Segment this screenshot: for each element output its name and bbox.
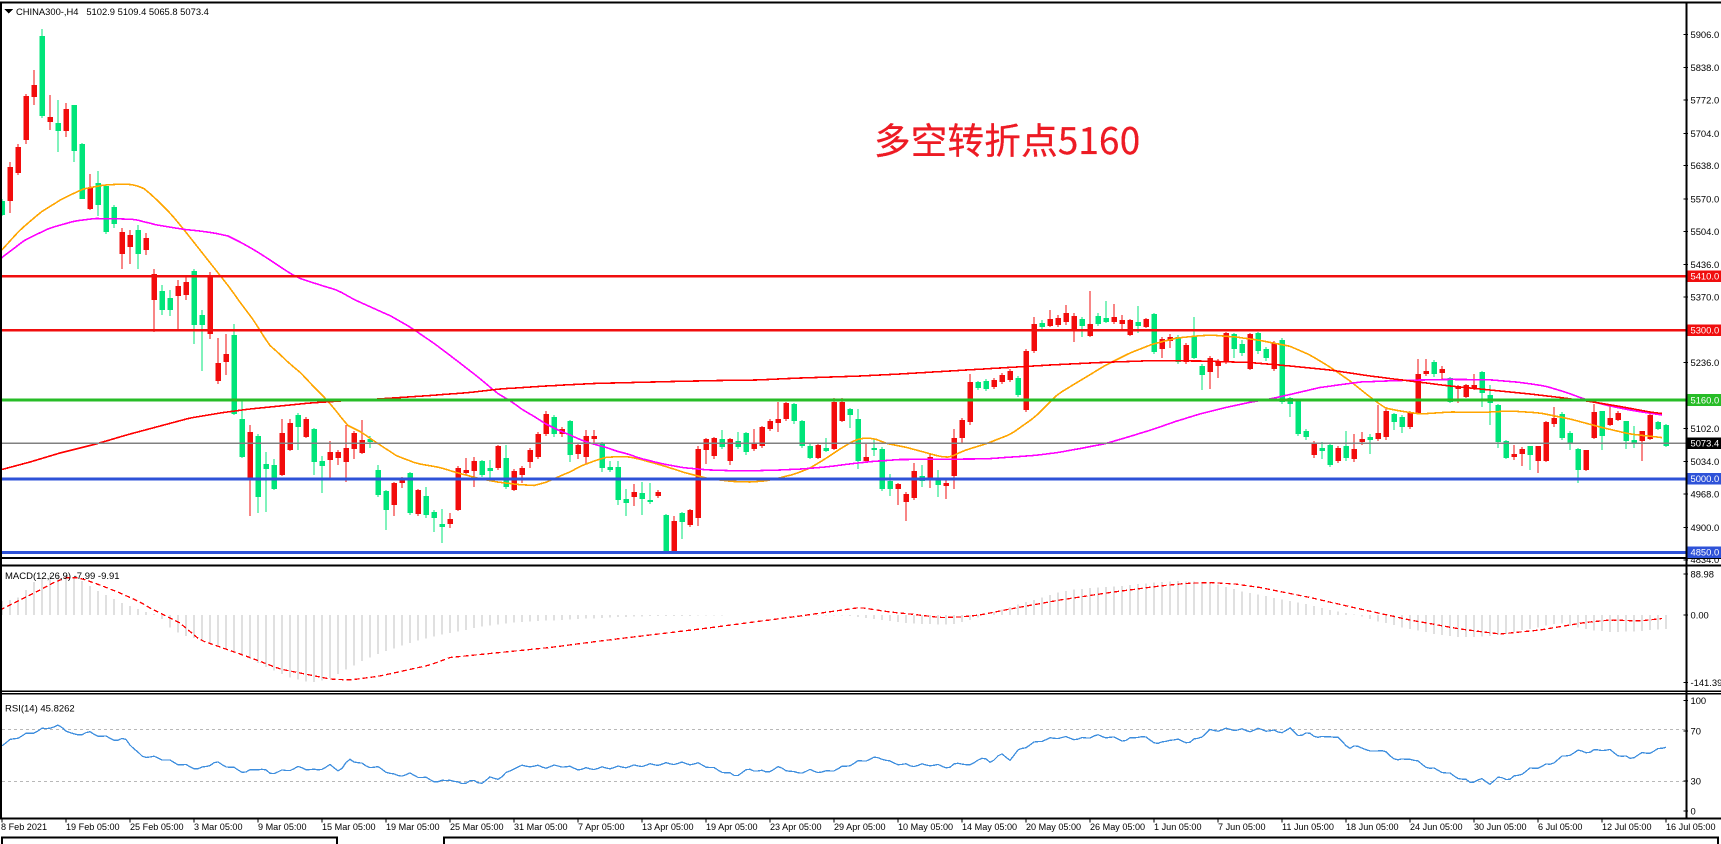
svg-text:7 Jun 05:00: 7 Jun 05:00 [1218, 822, 1266, 832]
svg-text:4850.0: 4850.0 [1691, 547, 1720, 558]
svg-text:16 Jul 05:00: 16 Jul 05:00 [1666, 822, 1716, 832]
svg-text:5638.0: 5638.0 [1691, 160, 1720, 171]
svg-text:30: 30 [1691, 775, 1701, 786]
svg-text:31 Mar 05:00: 31 Mar 05:00 [514, 822, 568, 832]
svg-text:7 Apr 05:00: 7 Apr 05:00 [578, 822, 625, 832]
svg-text:5436.0: 5436.0 [1691, 259, 1720, 270]
svg-text:25 Mar 05:00: 25 Mar 05:00 [450, 822, 504, 832]
svg-text:-141.39: -141.39 [1691, 677, 1721, 688]
svg-text:20 May 05:00: 20 May 05:00 [1026, 822, 1081, 832]
svg-text:25 Feb 05:00: 25 Feb 05:00 [130, 822, 184, 832]
svg-text:70: 70 [1691, 725, 1701, 736]
svg-text:5236.0: 5236.0 [1691, 357, 1720, 368]
svg-text:5300.0: 5300.0 [1691, 325, 1720, 336]
svg-text:0.00: 0.00 [1691, 610, 1709, 621]
svg-text:26 May 05:00: 26 May 05:00 [1090, 822, 1145, 832]
svg-text:CHINA300-,H4 5102.9 5109.4 5: CHINA300-,H4 5102.9 5109.4 5065.8 5073.4 [16, 6, 209, 17]
svg-text:5704.0: 5704.0 [1691, 128, 1720, 139]
svg-text:3 Mar 05:00: 3 Mar 05:00 [194, 822, 243, 832]
svg-text:23 Apr 05:00: 23 Apr 05:00 [770, 822, 822, 832]
svg-text:14 May 05:00: 14 May 05:00 [962, 822, 1017, 832]
svg-text:5906.0: 5906.0 [1691, 29, 1720, 40]
svg-text:88.98: 88.98 [1691, 568, 1714, 579]
svg-text:5838.0: 5838.0 [1691, 62, 1720, 73]
svg-text:5772.0: 5772.0 [1691, 94, 1720, 105]
svg-text:10 May 05:00: 10 May 05:00 [898, 822, 953, 832]
svg-text:5034.0: 5034.0 [1691, 456, 1720, 467]
svg-text:12 Jul 05:00: 12 Jul 05:00 [1602, 822, 1652, 832]
svg-text:5570.0: 5570.0 [1691, 193, 1720, 204]
svg-text:5410.0: 5410.0 [1691, 271, 1720, 282]
svg-text:5370.0: 5370.0 [1691, 291, 1720, 302]
svg-text:5102.0: 5102.0 [1691, 423, 1720, 434]
svg-text:15 Mar 05:00: 15 Mar 05:00 [322, 822, 376, 832]
svg-text:19 Apr 05:00: 19 Apr 05:00 [706, 822, 758, 832]
svg-text:0: 0 [1691, 805, 1696, 816]
svg-text:30 Jun 05:00: 30 Jun 05:00 [1474, 822, 1527, 832]
svg-text:5504.0: 5504.0 [1691, 226, 1720, 237]
svg-text:9 Mar 05:00: 9 Mar 05:00 [258, 822, 307, 832]
svg-text:1 Jun 05:00: 1 Jun 05:00 [1154, 822, 1202, 832]
svg-text:RSI(14) 45.8262: RSI(14) 45.8262 [5, 704, 75, 715]
svg-text:8 Feb 2021: 8 Feb 2021 [1, 822, 47, 832]
svg-text:5073.4: 5073.4 [1691, 438, 1720, 449]
svg-text:18 Jun 05:00: 18 Jun 05:00 [1346, 822, 1399, 832]
svg-text:5160.0: 5160.0 [1691, 394, 1720, 405]
svg-text:5000.0: 5000.0 [1691, 473, 1720, 484]
svg-text:19 Feb 05:00: 19 Feb 05:00 [66, 822, 120, 832]
svg-text:29 Apr 05:00: 29 Apr 05:00 [834, 822, 886, 832]
svg-text:4834.0: 4834.0 [1691, 554, 1720, 565]
svg-text:19 Mar 05:00: 19 Mar 05:00 [386, 822, 440, 832]
svg-text:6 Jul 05:00: 6 Jul 05:00 [1538, 822, 1583, 832]
svg-text:4968.0: 4968.0 [1691, 489, 1720, 500]
svg-text:4900.0: 4900.0 [1691, 522, 1720, 533]
svg-text:24 Jun 05:00: 24 Jun 05:00 [1410, 822, 1463, 832]
svg-text:13 Apr 05:00: 13 Apr 05:00 [642, 822, 694, 832]
svg-text:11 Jun 05:00: 11 Jun 05:00 [1282, 822, 1334, 832]
svg-text:100: 100 [1691, 695, 1707, 706]
svg-text:MACD(12,26,9) -7.99 -9.91: MACD(12,26,9) -7.99 -9.91 [5, 571, 120, 582]
